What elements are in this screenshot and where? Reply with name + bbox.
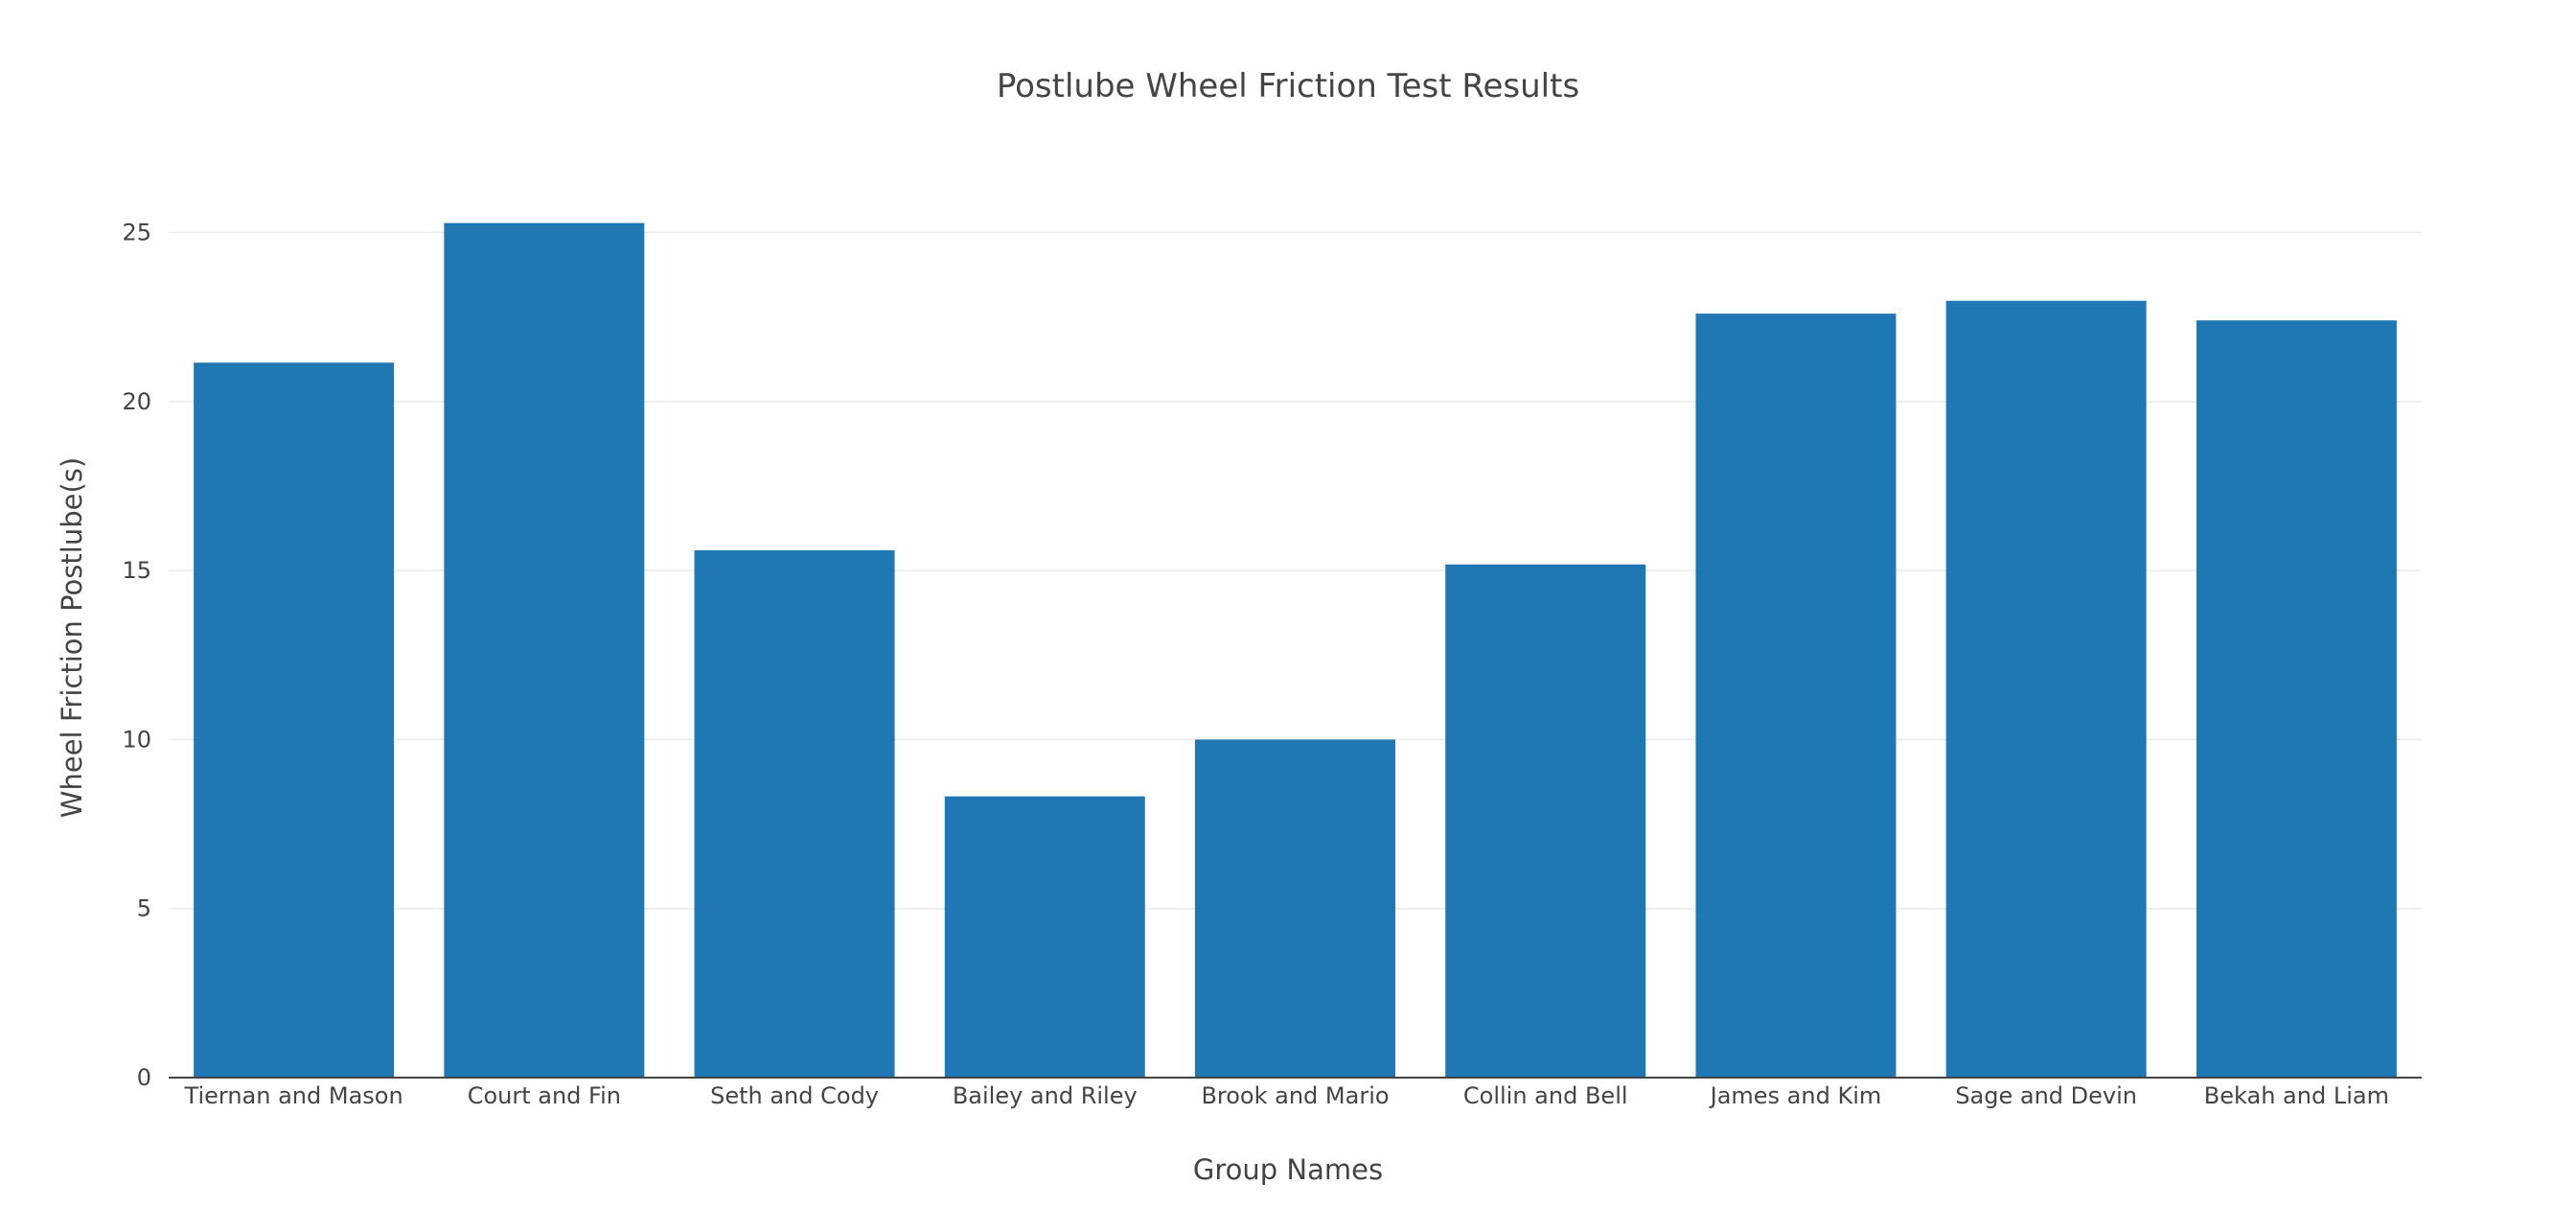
y-tick-label: 20 <box>122 388 151 415</box>
x-tick-label: Brook and Mario <box>1201 1082 1389 1109</box>
y-axis-ticks: 0 5 10 15 20 25 <box>122 220 151 1091</box>
bar <box>2196 320 2397 1078</box>
chart-title: Postlube Wheel Friction Test Results <box>997 67 1579 105</box>
x-tick-label: Tiernan and Mason <box>184 1082 403 1109</box>
y-tick-label: 5 <box>137 895 151 922</box>
bars <box>194 222 2397 1079</box>
x-tick-label: Collin and Bell <box>1463 1082 1628 1109</box>
x-tick-label: Bailey and Riley <box>953 1082 1138 1109</box>
y-tick-label: 10 <box>122 726 151 753</box>
bar <box>1945 300 2147 1079</box>
y-tick-label: 25 <box>122 220 151 246</box>
x-tick-label: Sage and Devin <box>1955 1082 2137 1109</box>
bar <box>1445 564 1646 1078</box>
x-axis-title: Group Names <box>1193 1153 1383 1186</box>
bar <box>944 796 1145 1078</box>
x-tick-label: Seth and Cody <box>710 1082 879 1109</box>
bar <box>1195 739 1395 1078</box>
y-axis-title: Wheel Friction Postlube(s) <box>56 457 88 818</box>
bar <box>1695 314 1897 1078</box>
bar <box>694 549 895 1078</box>
bar <box>444 222 645 1078</box>
x-tick-label: Bekah and Liam <box>2204 1082 2389 1109</box>
y-tick-label: 0 <box>137 1064 151 1091</box>
bar <box>194 362 395 1078</box>
y-tick-label: 15 <box>122 557 151 584</box>
x-axis-ticks: Tiernan and Mason Court and Fin Seth and C… <box>184 1082 2389 1109</box>
x-tick-label: James and Kim <box>1709 1082 1882 1109</box>
x-tick-label: Court and Fin <box>468 1082 621 1109</box>
